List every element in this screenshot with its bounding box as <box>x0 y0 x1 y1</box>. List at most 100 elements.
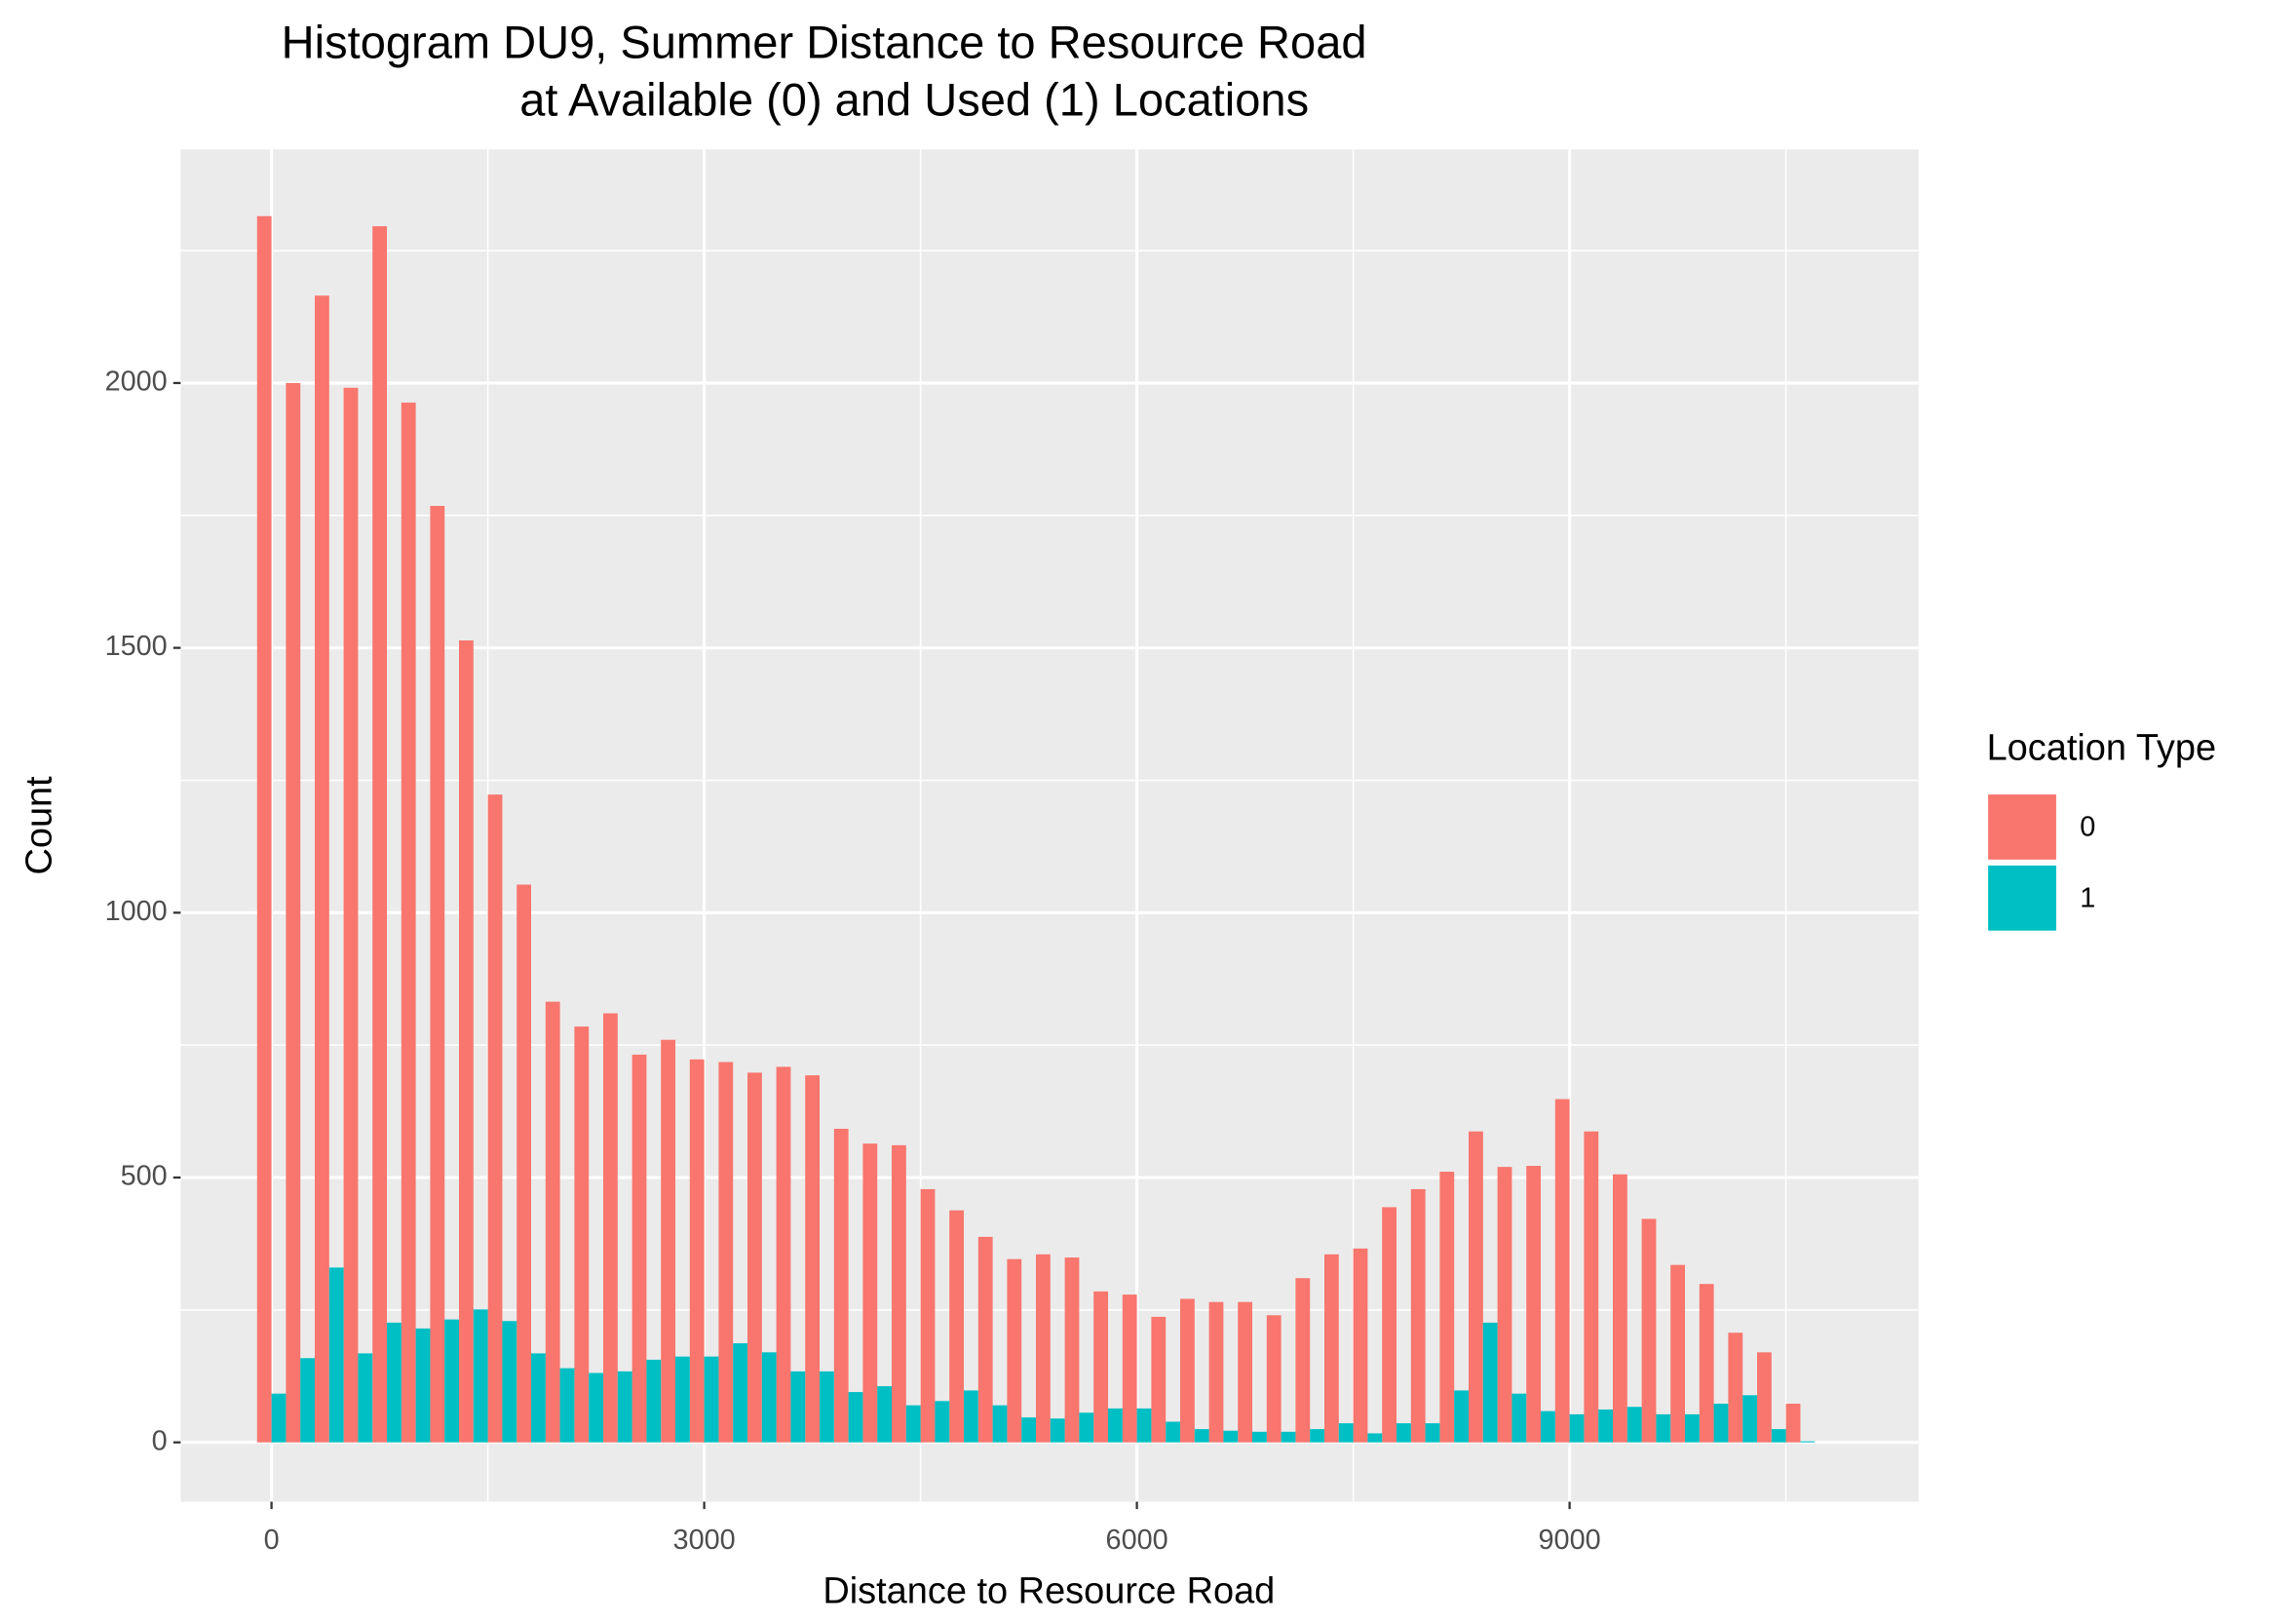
histogram-bar <box>646 1359 662 1443</box>
histogram-bar <box>1469 1131 1483 1443</box>
histogram-bar <box>315 295 329 1443</box>
histogram-bar <box>1324 1254 1339 1443</box>
y-tick-label: 1500 <box>105 631 168 662</box>
histogram-bar <box>1093 1291 1109 1443</box>
histogram-bar <box>920 1188 936 1443</box>
histogram-bar <box>1410 1188 1426 1443</box>
chart-title: Histogram DU9, Summer Distance to Resour… <box>282 16 1367 67</box>
histogram-bar <box>1208 1301 1224 1443</box>
histogram-bar <box>1526 1166 1542 1443</box>
histogram-bar <box>1266 1315 1282 1443</box>
histogram-bar <box>1353 1248 1368 1443</box>
histogram-bar <box>1569 1413 1585 1443</box>
histogram-bar <box>1122 1295 1137 1443</box>
histogram-bar <box>545 1001 560 1443</box>
x-tick-label: 9000 <box>1539 1525 1601 1556</box>
histogram-bar <box>1771 1429 1786 1443</box>
histogram-bar <box>1800 1441 1816 1443</box>
histogram-bar <box>617 1371 632 1443</box>
histogram-bar <box>1223 1430 1239 1443</box>
histogram-bar <box>430 505 445 1443</box>
histogram-bar <box>1425 1423 1440 1443</box>
histogram-bar <box>733 1343 748 1443</box>
histogram-bar <box>1785 1404 1801 1443</box>
histogram-bar <box>1281 1431 1296 1443</box>
histogram-bar <box>459 640 474 1443</box>
x-tick-label: 6000 <box>1106 1525 1168 1556</box>
histogram-bar <box>1194 1429 1209 1443</box>
histogram-bar <box>631 1054 647 1443</box>
histogram-bar <box>1108 1408 1123 1443</box>
histogram-bar <box>444 1319 460 1443</box>
histogram-bar <box>1541 1410 1555 1443</box>
histogram-bar <box>1626 1407 1642 1443</box>
histogram-bar <box>704 1356 719 1443</box>
histogram-bar <box>1728 1333 1743 1443</box>
histogram-bar <box>992 1405 1008 1443</box>
histogram-bar <box>862 1143 878 1443</box>
histogram-bar <box>1742 1395 1758 1443</box>
histogram-bar <box>473 1309 488 1443</box>
histogram-bar <box>977 1236 993 1443</box>
histogram-bar <box>271 1393 287 1443</box>
legend-title: Location Type <box>1987 728 2217 769</box>
histogram-bar <box>935 1401 950 1443</box>
histogram-bar <box>1713 1404 1729 1443</box>
histogram-bar <box>1454 1390 1470 1443</box>
histogram-bar <box>401 403 416 1443</box>
histogram-bar <box>574 1026 590 1443</box>
histogram-bar <box>1482 1322 1498 1443</box>
histogram-bar <box>776 1066 791 1443</box>
histogram-bar <box>1641 1218 1657 1443</box>
histogram-bar <box>1598 1409 1614 1443</box>
histogram-bar <box>964 1390 978 1443</box>
histogram-bar <box>1613 1174 1627 1443</box>
y-tick-label: 2000 <box>105 367 168 398</box>
histogram-bar <box>1367 1433 1383 1443</box>
histogram-bar <box>1238 1301 1253 1443</box>
histogram-bar <box>1685 1413 1700 1443</box>
histogram-bar <box>328 1267 344 1443</box>
histogram-bar <box>531 1353 546 1443</box>
histogram-bar <box>718 1062 734 1443</box>
histogram-bar <box>1382 1207 1397 1443</box>
histogram-bar <box>1151 1316 1167 1443</box>
histogram-bar <box>892 1144 906 1443</box>
chart-subtitle: at Available (0) and Used (1) Locations <box>519 74 1309 126</box>
histogram-bar <box>905 1405 921 1443</box>
histogram-bar <box>1512 1393 1527 1443</box>
histogram-bar <box>559 1368 575 1443</box>
legend-key <box>1988 865 2056 931</box>
histogram-bar <box>1670 1264 1686 1443</box>
histogram-bar <box>1439 1172 1455 1443</box>
y-tick-label: 0 <box>152 1425 168 1456</box>
histogram-bar <box>603 1013 618 1443</box>
histogram-bar <box>517 884 532 1443</box>
histogram-bar <box>675 1356 690 1443</box>
legend-label: 0 <box>2080 812 2095 843</box>
histogram-bar <box>949 1210 965 1443</box>
histogram-bar <box>877 1386 893 1443</box>
histogram-bar <box>689 1059 705 1443</box>
histogram-bar <box>487 794 503 1443</box>
x-tick-label: 3000 <box>673 1525 736 1556</box>
legend-label: 1 <box>2080 882 2095 913</box>
histogram-bar <box>286 382 301 1443</box>
histogram-bar <box>1180 1298 1195 1443</box>
histogram-bar <box>1136 1408 1152 1443</box>
histogram-bar <box>358 1353 373 1443</box>
histogram-bar <box>1252 1431 1267 1443</box>
histogram-bar <box>1036 1254 1051 1443</box>
histogram-bar <box>1064 1257 1080 1443</box>
histogram-bar <box>833 1129 849 1443</box>
histogram-bar <box>1007 1258 1022 1443</box>
histogram-bar <box>256 215 272 1443</box>
histogram-bar <box>372 226 388 1443</box>
y-tick-label: 500 <box>121 1161 168 1192</box>
histogram-bar <box>343 387 359 1443</box>
x-tick-label: 0 <box>264 1525 280 1556</box>
histogram-bar <box>415 1328 431 1443</box>
histogram-bar <box>1554 1099 1570 1443</box>
histogram-bar <box>387 1322 402 1443</box>
